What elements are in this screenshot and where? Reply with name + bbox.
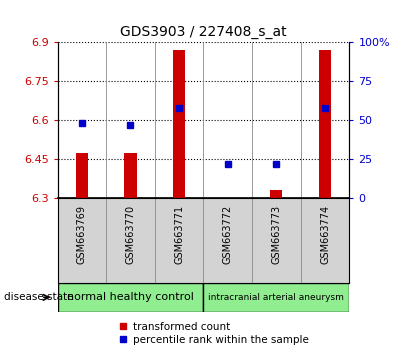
Bar (270, 190, 282, 198)
Bar (76, 153, 88, 198)
Title: GDS3903 / 227408_s_at: GDS3903 / 227408_s_at (120, 25, 287, 39)
Legend: transformed count, percentile rank within the sample: transformed count, percentile rank withi… (115, 317, 313, 349)
Bar (203, 283, 349, 312)
Bar (173, 50, 185, 198)
Text: normal healthy control: normal healthy control (67, 292, 194, 302)
Text: GSM663770: GSM663770 (125, 205, 136, 264)
Bar (125, 153, 136, 198)
Text: GSM663771: GSM663771 (174, 205, 184, 264)
Text: GSM663772: GSM663772 (223, 205, 233, 264)
Text: GSM663774: GSM663774 (320, 205, 330, 264)
Text: disease state: disease state (4, 292, 74, 302)
Bar (319, 50, 331, 198)
Text: intracranial arterial aneurysm: intracranial arterial aneurysm (208, 293, 344, 302)
Text: GSM663769: GSM663769 (77, 205, 87, 264)
Text: GSM663773: GSM663773 (271, 205, 282, 264)
Bar (58, 283, 203, 312)
